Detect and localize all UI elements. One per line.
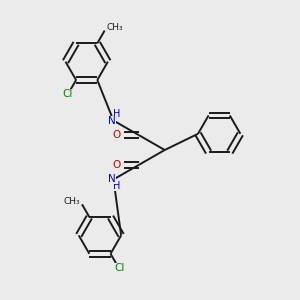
Text: O: O bbox=[112, 160, 120, 170]
Text: H: H bbox=[113, 181, 121, 191]
Text: N: N bbox=[108, 116, 116, 126]
Text: Cl: Cl bbox=[114, 263, 125, 273]
Text: N: N bbox=[108, 174, 116, 184]
Text: CH₃: CH₃ bbox=[64, 197, 80, 206]
Text: CH₃: CH₃ bbox=[106, 23, 123, 32]
Text: H: H bbox=[113, 109, 121, 119]
Text: Cl: Cl bbox=[62, 89, 72, 99]
Text: O: O bbox=[112, 130, 120, 140]
